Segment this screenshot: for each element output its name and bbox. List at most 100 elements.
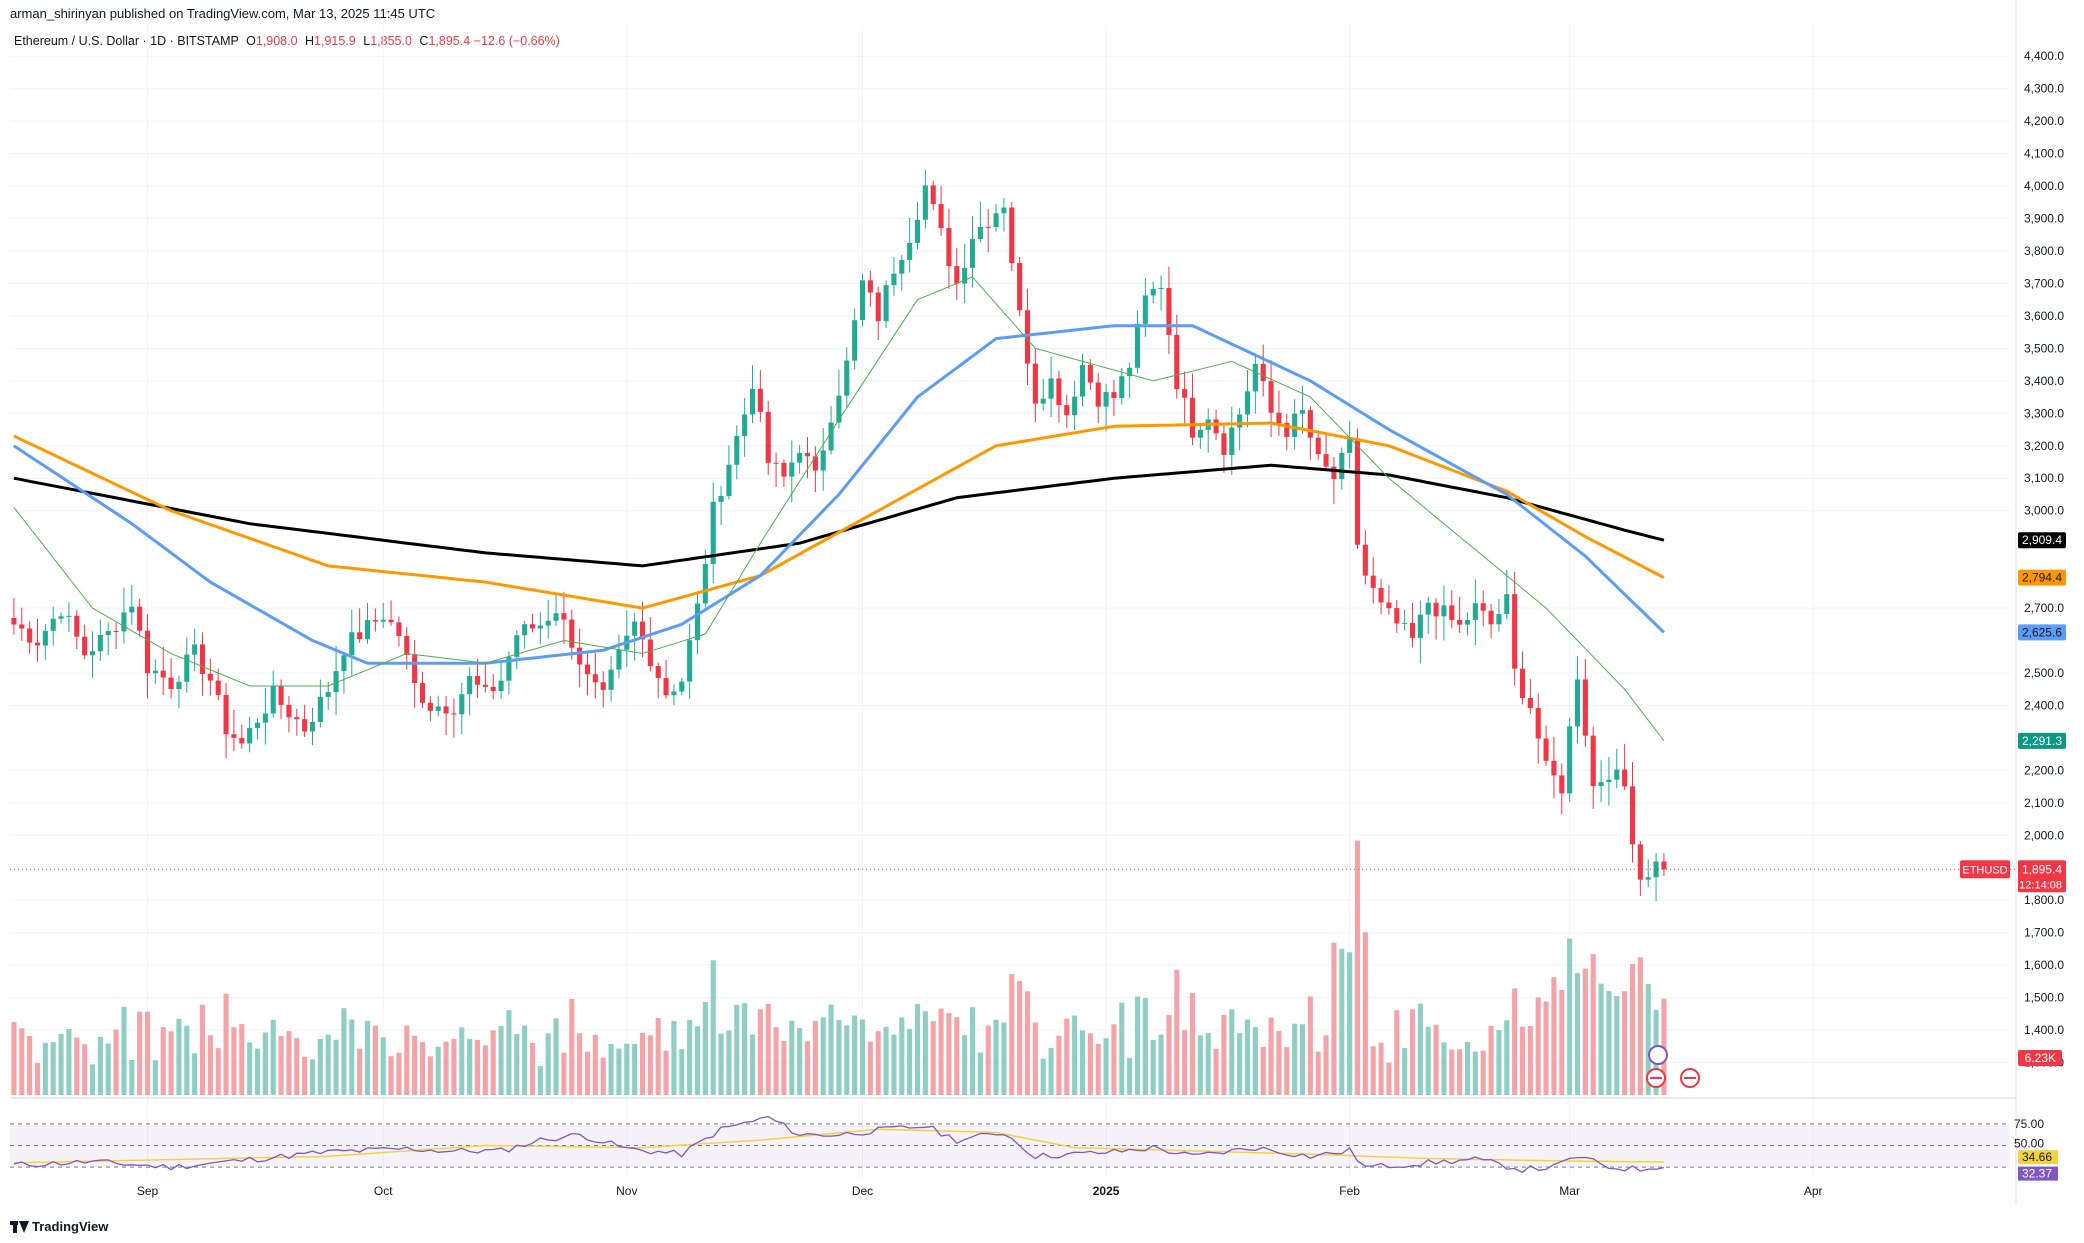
candle-body xyxy=(1354,438,1361,545)
price-tick-label: 4,100.0 xyxy=(2024,147,2064,161)
candle-body xyxy=(781,462,787,477)
volume-bar xyxy=(168,1031,174,1095)
volume-bar xyxy=(1111,1024,1117,1095)
volume-bar xyxy=(1276,1031,1282,1095)
close-value: 1,895.4 xyxy=(428,34,471,48)
volume-bar xyxy=(42,1042,48,1095)
candle-body xyxy=(490,686,496,692)
volume-bar xyxy=(97,1037,103,1095)
time-tick-label: Dec xyxy=(852,1184,873,1198)
candle-body xyxy=(820,450,826,471)
volume-bar xyxy=(859,1019,866,1095)
volume-bar xyxy=(946,1013,952,1095)
time-tick-label: 2025 xyxy=(1093,1184,1120,1198)
price-tick-label: 1,800.0 xyxy=(2024,893,2064,907)
volume-bar xyxy=(592,1034,598,1095)
volume-bar xyxy=(938,1008,944,1095)
volume-bar xyxy=(1182,1030,1188,1095)
ma-value-badge xyxy=(2018,532,2066,549)
price-tick-label: 4,200.0 xyxy=(2024,114,2064,128)
candle-body xyxy=(1598,782,1604,787)
candle-body xyxy=(993,213,999,228)
candle-body xyxy=(1622,769,1628,787)
candle-body xyxy=(1559,775,1565,794)
volume-bar xyxy=(1189,993,1196,1095)
volume-bar xyxy=(828,1004,834,1095)
volume-bar xyxy=(812,1020,818,1095)
candle-body xyxy=(969,239,976,268)
volume-bar xyxy=(765,1003,771,1095)
volume-bar xyxy=(121,1006,127,1095)
candle-body xyxy=(1464,619,1471,625)
volume-bar xyxy=(50,1042,56,1095)
volume-bar xyxy=(357,1048,363,1095)
candle-body xyxy=(113,630,119,632)
volume-bar xyxy=(1174,969,1180,1095)
candle-body xyxy=(419,683,426,703)
volume-bar xyxy=(11,1022,17,1095)
candle-body xyxy=(1299,410,1306,414)
candle-body xyxy=(199,644,206,674)
candle-body xyxy=(1347,438,1353,453)
candle-body xyxy=(1268,381,1274,413)
candle-body xyxy=(883,285,889,322)
candle-body xyxy=(443,706,449,714)
candle-body xyxy=(1457,619,1463,625)
volume-bar xyxy=(797,1028,803,1095)
ma-value-label: 2,794.4 xyxy=(2022,571,2062,585)
volume-bar xyxy=(498,1026,504,1095)
candle-body xyxy=(1512,594,1518,669)
volume-bar xyxy=(1040,1058,1046,1095)
candles xyxy=(10,170,2016,902)
candle-body xyxy=(1103,392,1109,407)
candle-body xyxy=(1001,207,1007,214)
candle-body xyxy=(1606,779,1612,783)
volume-bar xyxy=(474,1039,481,1095)
candle-body xyxy=(349,632,355,656)
candle-body xyxy=(427,702,433,711)
volume-bar xyxy=(372,1025,378,1095)
volume-bar xyxy=(655,1017,661,1095)
volume-bar xyxy=(1629,964,1636,1095)
candle-body xyxy=(1307,410,1313,438)
dividend-event-icon xyxy=(1648,1045,1668,1065)
candle-body xyxy=(498,680,504,692)
price-tick-label: 3,200.0 xyxy=(2024,439,2064,453)
candle-body xyxy=(459,694,465,715)
volume-bar xyxy=(1496,1030,1502,1095)
candle-body xyxy=(1441,605,1447,617)
volume-bar xyxy=(341,1008,347,1095)
candle-body xyxy=(1323,454,1329,467)
candle-body xyxy=(977,226,983,240)
volume-badge-label: 6.23K xyxy=(2025,1051,2056,1065)
volume-bar xyxy=(969,1007,976,1095)
candle-body xyxy=(1229,427,1235,455)
candle-body xyxy=(82,636,88,656)
candle-body xyxy=(655,666,661,679)
volume-bar xyxy=(820,1017,826,1095)
candle-body xyxy=(388,619,394,623)
candle-body xyxy=(1150,288,1156,296)
candle-body xyxy=(247,728,253,744)
price-tick-label: 4,000.0 xyxy=(2024,179,2064,193)
volume-bar xyxy=(349,1019,355,1095)
volume-bar xyxy=(1622,991,1628,1095)
tradingview-logo[interactable]: TradingView xyxy=(10,1219,108,1234)
volume-bar xyxy=(1221,1014,1227,1095)
ma-value-label: 2,625.6 xyxy=(2022,625,2062,639)
high-label: H xyxy=(305,34,315,48)
candle-body xyxy=(1394,608,1400,624)
volume-bar xyxy=(404,1025,410,1095)
volume-bar xyxy=(113,1029,119,1095)
candle-body xyxy=(1637,844,1643,880)
volume-bar xyxy=(388,1056,394,1095)
volume-bar xyxy=(302,1056,308,1095)
candle-body xyxy=(19,624,25,629)
candle-body xyxy=(608,669,614,690)
candle-body xyxy=(812,456,818,471)
volume-bar xyxy=(333,1039,339,1095)
price-tick-label: 2,500.0 xyxy=(2024,666,2064,680)
volume-bar xyxy=(561,1052,567,1095)
volume-bar xyxy=(844,1025,850,1095)
